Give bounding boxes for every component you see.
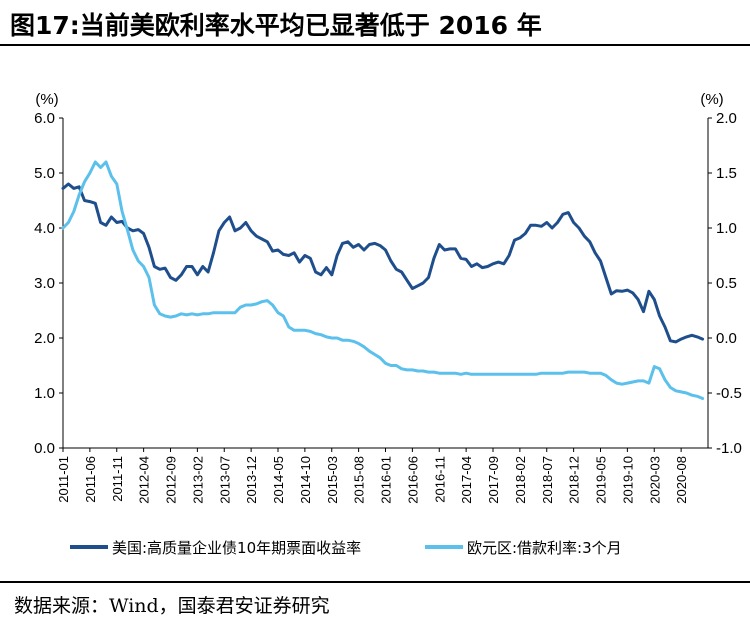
line-chart: 0.0 1.0 2.0 3.0 4.0 5.0 6.0 -1.0 -0.5 0.0 0.5 1.0 1.… (34, 91, 742, 557)
legend: 美国:高质量企业债10年期票面收益率 欧元区:借款利率:3个月 (70, 539, 622, 557)
right-tick-label: 1.0 (716, 220, 737, 237)
x-tick-label: 2015-08 (352, 456, 367, 504)
right-axis-unit: (%) (700, 91, 723, 108)
title-divider (0, 44, 750, 46)
source-divider (0, 581, 750, 583)
right-tick-label: -1.0 (716, 440, 742, 457)
right-tick-label: -0.5 (716, 385, 742, 402)
left-tick-label: 1.0 (34, 385, 55, 402)
x-tick-label: 2013-02 (190, 456, 205, 504)
left-tick-label: 0.0 (34, 440, 55, 457)
chart-title: 图17:当前美欧利率水平均已显著低于 2016 年 (10, 11, 542, 40)
right-tick-label: 1.5 (716, 165, 737, 182)
x-tick-label: 2016-06 (405, 456, 420, 504)
right-tick-label: 0.5 (716, 275, 737, 292)
us-corporate-bond-yield-line (61, 182, 705, 344)
x-tick-label: 2018-07 (540, 456, 555, 504)
x-tick-label: 2014-05 (271, 456, 286, 504)
source-note: 数据来源：Wind，国泰君安证券研究 (14, 595, 330, 617)
x-tick-label: 2019-10 (620, 456, 635, 504)
x-tick-label: 2019-05 (594, 456, 609, 504)
left-axis-unit: (%) (35, 91, 58, 108)
left-tick-label: 4.0 (34, 220, 55, 237)
x-tick-label: 2016-11 (432, 456, 447, 503)
x-tick-label: 2013-07 (217, 456, 232, 504)
left-tick-label: 5.0 (34, 165, 55, 182)
x-tick-label: 2017-04 (459, 456, 474, 504)
x-tick-label: 2011-11 (110, 456, 125, 502)
legend-item-euro-label: 欧元区:借款利率:3个月 (467, 539, 622, 557)
legend-item-us-label: 美国:高质量企业债10年期票面收益率 (112, 539, 361, 557)
series-lines (61, 160, 705, 400)
right-tick-label: 2.0 (716, 110, 737, 127)
x-tick-label: 2012-04 (137, 456, 152, 504)
x-tick-label: 2020-08 (674, 456, 689, 504)
x-tick-label: 2012-09 (164, 456, 179, 504)
x-tick-label: 2014-10 (298, 456, 313, 504)
euro-area-3m-rate-line (61, 160, 705, 400)
x-tick-label: 2017-09 (486, 456, 501, 504)
x-tick-label: 2018-02 (513, 456, 528, 504)
x-tick-label: 2018-12 (567, 456, 582, 504)
x-tick-label: 2016-01 (379, 456, 394, 504)
left-tick-label: 2.0 (34, 330, 55, 347)
right-tick-label: 0.0 (716, 330, 737, 347)
x-tick-label: 2020-03 (647, 456, 662, 504)
axes: 0.0 1.0 2.0 3.0 4.0 5.0 6.0 -1.0 -0.5 0.0 0.5 1.0 1.… (34, 91, 742, 504)
x-tick-label: 2011-01 (56, 456, 71, 503)
x-tick-label: 2015-03 (325, 456, 340, 504)
x-tick-label: 2013-12 (244, 456, 259, 504)
left-tick-label: 6.0 (34, 110, 55, 127)
left-tick-label: 3.0 (34, 275, 55, 292)
x-tick-label: 2011-06 (83, 456, 98, 503)
